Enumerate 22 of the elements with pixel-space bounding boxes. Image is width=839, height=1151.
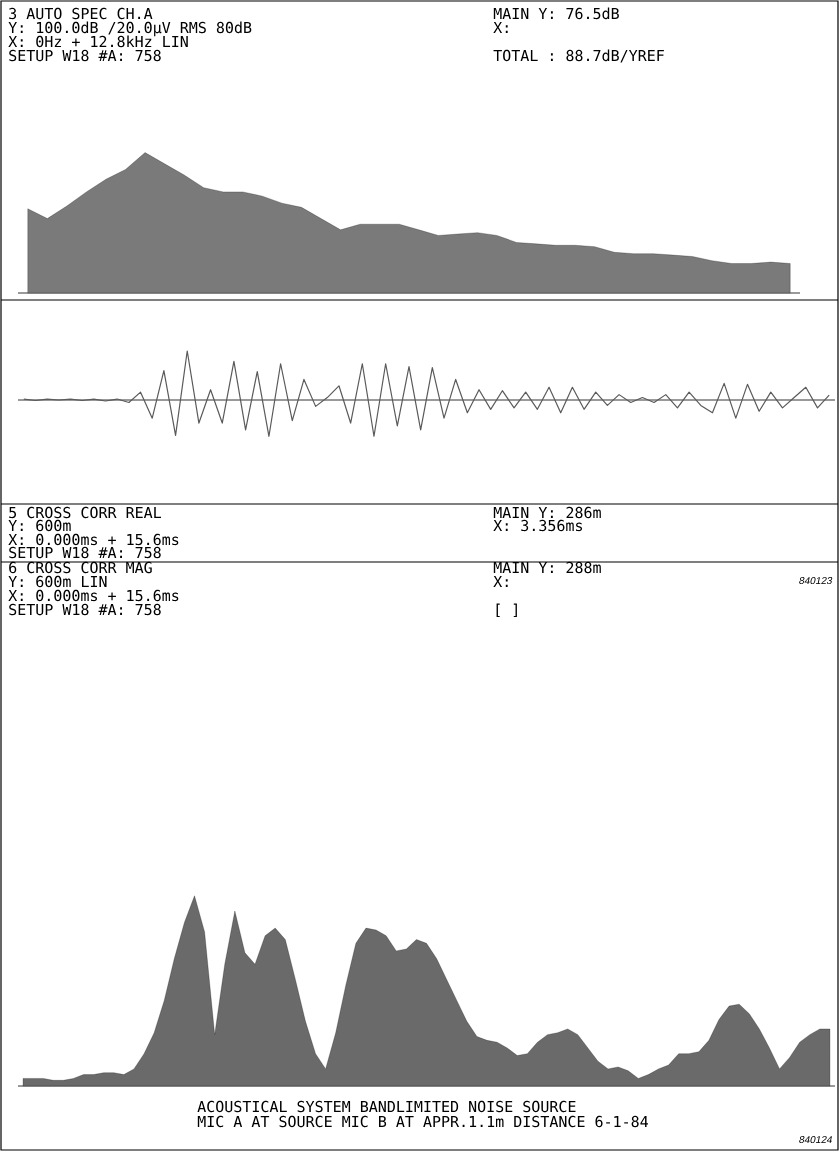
text: X: 3.356ms: [493, 519, 583, 532]
text: MAIN Y: 286m: [493, 506, 601, 519]
text: X:: [493, 22, 508, 34]
text: MIC A AT SOURCE MIC B AT APPR.1.1m DISTANCE 6-1-84: [197, 1115, 648, 1128]
text: X: 0.000ms + 15.6ms: [8, 589, 179, 602]
text: MAIN Y: 288m: [493, 561, 601, 574]
text: Y: 600m: [8, 519, 71, 532]
text: TOTAL : 88.7dB/YREF: [493, 49, 664, 63]
text: Y: 600m LIN: [8, 575, 107, 588]
chart-title: 6 CROSS CORR MAG: [9, 561, 152, 574]
text: SETUP W18 #A: 758: [9, 49, 161, 62]
text: SETUP W18 #A: 758: [9, 603, 161, 616]
text: X: 0.000ms + 15.6ms: [8, 533, 179, 546]
text: 840124: [799, 1136, 832, 1144]
text: ACOUSTICAL SYSTEM BANDLIMITED NOISE SOURCE: [197, 1100, 576, 1113]
text: X:: [493, 576, 508, 588]
text: 5 CROSS CORR REAL: [9, 506, 162, 519]
text: MAIN Y: 76.5dB: [493, 7, 619, 20]
text: [ ]: [496, 603, 517, 617]
chart-title: 3 AUTO SPEC CH.A: [9, 7, 153, 20]
text: 840123: [799, 577, 833, 585]
text: SETUP W18 #A: 758: [9, 546, 161, 559]
